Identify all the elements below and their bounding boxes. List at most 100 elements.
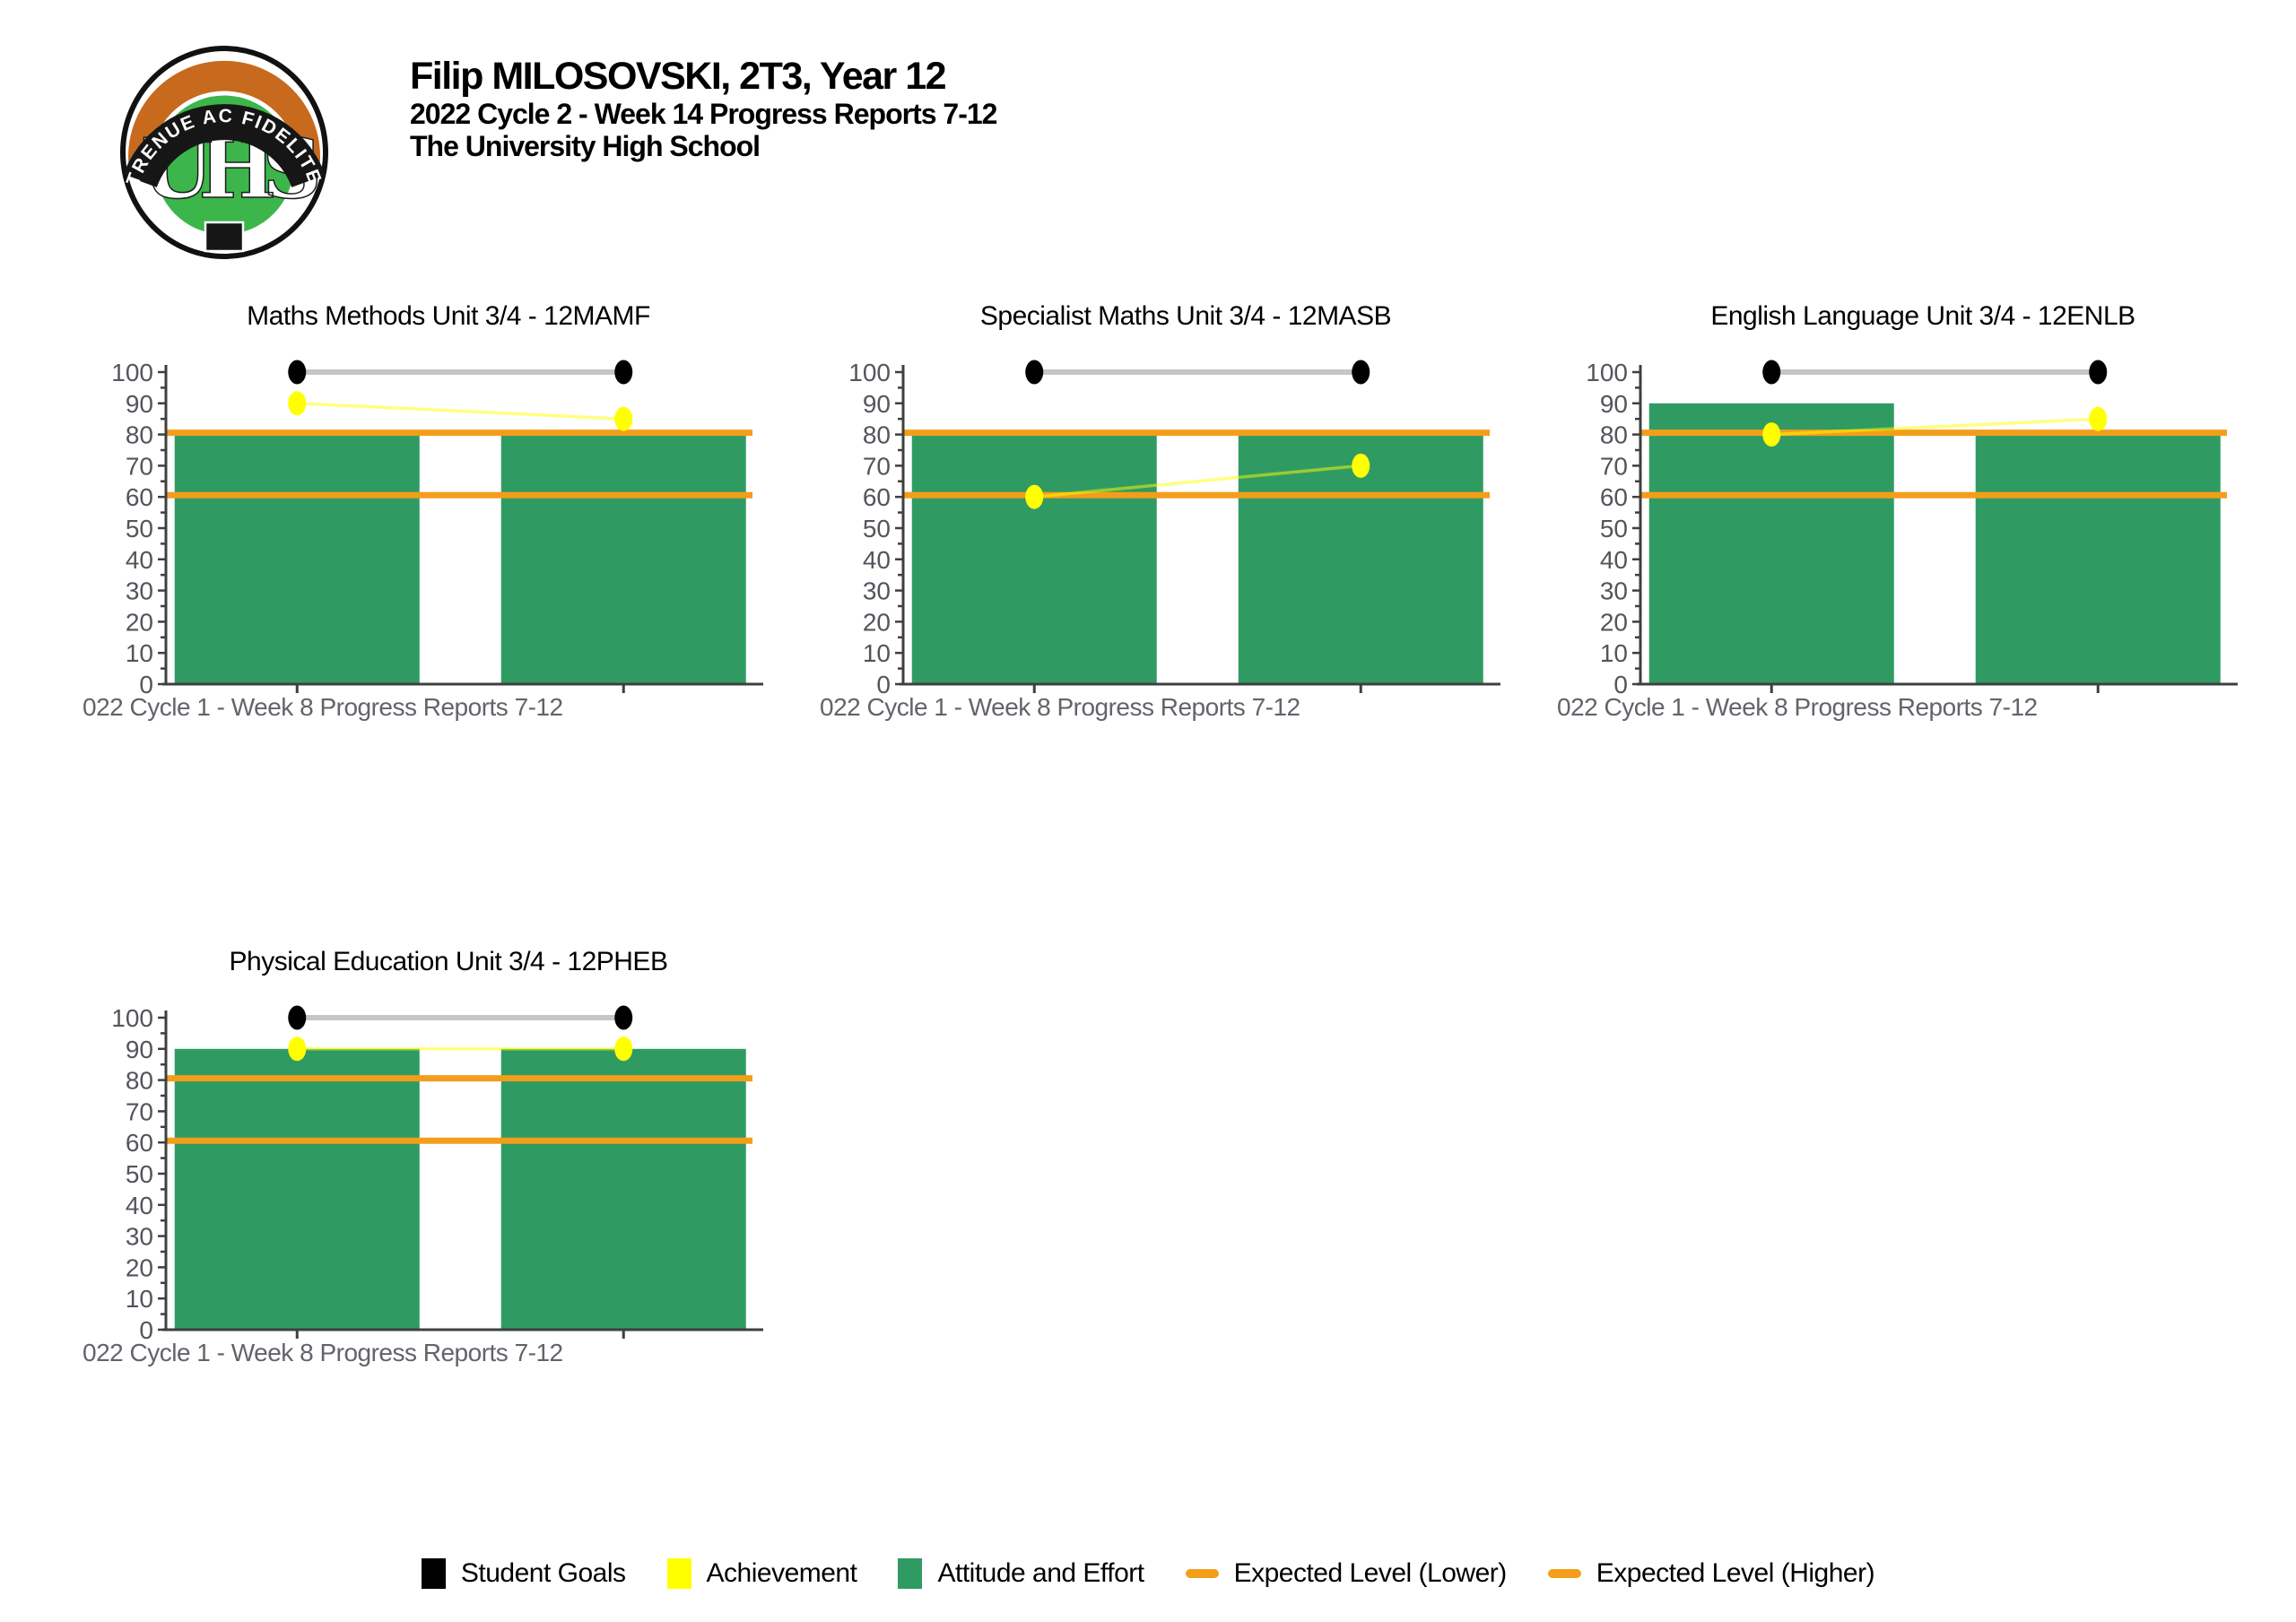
goal-point xyxy=(288,1005,307,1030)
expected-higher-swatch xyxy=(1547,1569,1581,1578)
series-line xyxy=(1034,464,1361,499)
chart-svg: 0 10 20 30 40 50 60 70 80 90 100 English Language U… xyxy=(1557,301,2238,721)
bar-attitude-effort xyxy=(500,1048,746,1330)
legend-label: Attitude and Effort xyxy=(937,1558,1144,1588)
y-tick-label: 80 xyxy=(1600,421,1628,449)
y-tick-label: 10 xyxy=(863,639,891,667)
bar-attitude-effort xyxy=(174,434,420,684)
chart-title: Physical Education Unit 3/4 - 12PHEB xyxy=(230,947,668,976)
y-tick-label: 40 xyxy=(1600,546,1628,574)
achievement-point xyxy=(2089,406,2108,431)
y-tick-label: 50 xyxy=(126,1160,153,1188)
y-tick-label: 0 xyxy=(876,671,891,698)
y-tick-label: 100 xyxy=(111,1004,153,1032)
achievement-point xyxy=(1025,484,1044,509)
bar-attitude-effort xyxy=(1648,403,1894,684)
attitude-effort-swatch xyxy=(898,1558,923,1589)
bar-attitude-effort xyxy=(174,1048,420,1330)
achievement-swatch xyxy=(666,1558,691,1589)
y-tick-label: 90 xyxy=(1600,390,1628,418)
y-tick-label: 90 xyxy=(126,390,153,418)
y-tick-label: 90 xyxy=(126,1036,153,1063)
y-tick-label: 30 xyxy=(1600,577,1628,605)
school-name: The University High School xyxy=(410,130,761,163)
achievement-point xyxy=(288,1037,307,1062)
y-tick-label: 70 xyxy=(863,452,891,480)
legend-item-achievement: Achievement xyxy=(666,1558,857,1589)
y-tick-label: 40 xyxy=(126,1192,153,1219)
x-axis-label: 022 Cycle 1 - Week 8 Progress Reports 7-… xyxy=(1557,693,2038,721)
y-tick-label: 60 xyxy=(126,483,153,511)
chart-svg: 0 10 20 30 40 50 60 70 80 90 100 Specialist Maths U… xyxy=(820,301,1500,721)
y-tick-label: 0 xyxy=(139,671,153,698)
chart-svg: 0 10 20 30 40 50 60 70 80 90 100 Maths Methods Unit… xyxy=(83,301,763,721)
y-tick-label: 0 xyxy=(139,1316,153,1344)
y-tick-label: 70 xyxy=(1600,452,1628,480)
series-line xyxy=(1771,417,2099,437)
goal-point xyxy=(614,1005,633,1030)
y-tick-label: 0 xyxy=(1613,671,1628,698)
legend-label: Expected Level (Higher) xyxy=(1596,1558,1875,1588)
chart-english-language: 0 10 20 30 40 50 60 70 80 90 100 English Language U… xyxy=(1546,287,2246,735)
achievement-point xyxy=(614,1037,633,1062)
legend-item-student-goals: Student Goals xyxy=(421,1558,626,1589)
student-title: Filip MILOSOVSKI, 2T3, Year 12 xyxy=(410,55,947,98)
goal-point xyxy=(2089,360,2108,385)
y-tick-label: 80 xyxy=(863,421,891,449)
y-tick-label: 20 xyxy=(126,1253,153,1281)
expected-lower-swatch xyxy=(1185,1569,1219,1578)
legend-item-attitude-effort: Attitude and Effort xyxy=(898,1558,1144,1589)
y-tick-label: 80 xyxy=(126,1067,153,1095)
legend: Student Goals Achievement Attitude and E… xyxy=(0,1558,2296,1589)
x-axis-label: 022 Cycle 1 - Week 8 Progress Reports 7-… xyxy=(83,693,563,721)
y-tick-label: 70 xyxy=(126,1097,153,1125)
bar-attitude-effort xyxy=(500,434,746,684)
goal-point xyxy=(1352,360,1370,385)
chart-title: English Language Unit 3/4 - 12ENLB xyxy=(1710,301,2135,331)
bar-attitude-effort xyxy=(1975,434,2221,684)
y-tick-label: 50 xyxy=(863,515,891,542)
legend-label: Achievement xyxy=(706,1558,857,1588)
x-axis-label: 022 Cycle 1 - Week 8 Progress Reports 7-… xyxy=(820,693,1300,721)
goal-point xyxy=(1025,360,1044,385)
y-tick-label: 30 xyxy=(126,577,153,605)
goal-point xyxy=(614,360,633,385)
x-axis-label: 022 Cycle 1 - Week 8 Progress Reports 7-… xyxy=(83,1339,563,1366)
achievement-point xyxy=(614,406,633,431)
y-tick-label: 60 xyxy=(863,483,891,511)
y-tick-label: 40 xyxy=(863,546,891,574)
y-tick-label: 20 xyxy=(1600,608,1628,636)
y-tick-label: 60 xyxy=(126,1129,153,1157)
goal-point xyxy=(288,360,307,385)
logo-ac-box xyxy=(204,221,245,253)
y-tick-label: 30 xyxy=(863,577,891,605)
y-tick-label: 90 xyxy=(863,390,891,418)
goal-point xyxy=(1762,360,1781,385)
legend-item-expected-higher: Expected Level (Higher) xyxy=(1547,1558,1875,1589)
achievement-point xyxy=(1352,453,1370,478)
y-tick-label: 80 xyxy=(126,421,153,449)
y-tick-label: 40 xyxy=(126,546,153,574)
chart-title: Maths Methods Unit 3/4 - 12MAMF xyxy=(247,301,650,331)
report-header: Filip MILOSOVSKI, 2T3, Year 12 2022 Cycl… xyxy=(410,55,997,163)
achievement-point xyxy=(288,391,307,416)
y-tick-label: 20 xyxy=(126,608,153,636)
y-tick-label: 60 xyxy=(1600,483,1628,511)
legend-label: Student Goals xyxy=(460,1558,626,1588)
chart-specialist-maths: 0 10 20 30 40 50 60 70 80 90 100 Specialist Maths U… xyxy=(809,287,1509,735)
y-tick-label: 50 xyxy=(1600,515,1628,542)
y-tick-label: 100 xyxy=(848,359,891,386)
legend-item-expected-lower: Expected Level (Lower) xyxy=(1185,1558,1508,1589)
y-tick-label: 50 xyxy=(126,515,153,542)
y-tick-label: 20 xyxy=(863,608,891,636)
y-tick-label: 10 xyxy=(1600,639,1628,667)
chart-physical-education: 0 10 20 30 40 50 60 70 80 90 100 Physical Education… xyxy=(72,932,771,1381)
series-line xyxy=(297,402,624,421)
y-tick-label: 10 xyxy=(126,639,153,667)
y-tick-label: 100 xyxy=(111,359,153,386)
bar-attitude-effort xyxy=(911,434,1157,684)
student-goals-swatch xyxy=(421,1558,446,1589)
y-tick-label: 30 xyxy=(126,1223,153,1251)
legend-label: Expected Level (Lower) xyxy=(1233,1558,1508,1588)
